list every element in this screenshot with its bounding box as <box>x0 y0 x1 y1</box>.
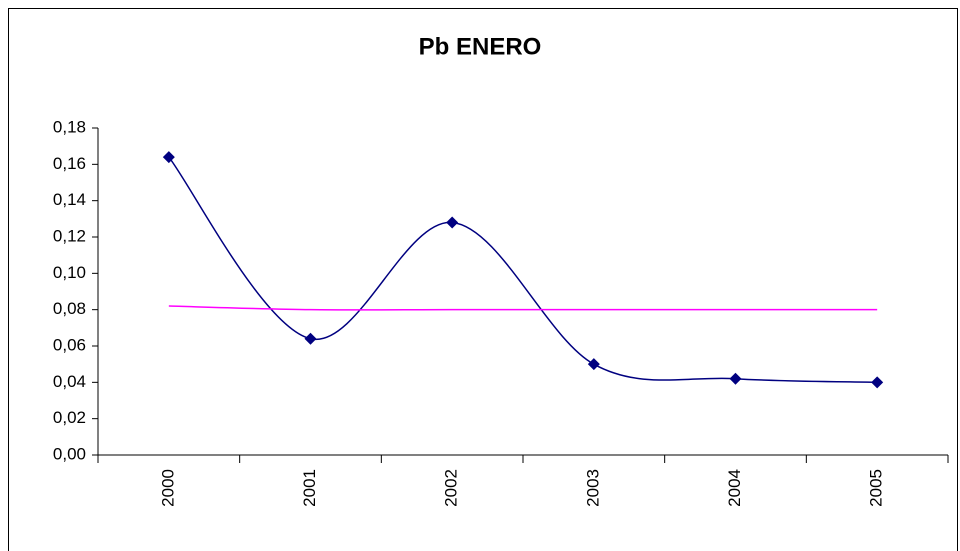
chart-border <box>8 8 958 551</box>
marker <box>729 372 742 385</box>
y-tick-label: 0,06 <box>53 335 86 354</box>
marker <box>162 151 175 164</box>
series-line <box>168 305 878 311</box>
y-tick-label: 0,08 <box>53 299 86 318</box>
chart-title: Pb ENERO <box>419 33 542 60</box>
y-tick-label: 0,02 <box>53 408 86 427</box>
marker <box>446 216 459 229</box>
marker <box>587 358 600 371</box>
x-tick-label: 2000 <box>158 469 177 507</box>
y-tick-label: 0,00 <box>53 444 86 463</box>
x-tick-label: 2004 <box>725 469 744 507</box>
y-tick-label: 0,18 <box>53 117 86 136</box>
x-tick-label: 2002 <box>442 469 461 507</box>
y-tick-label: 0,12 <box>53 226 86 245</box>
y-tick-label: 0,04 <box>53 372 86 391</box>
series-line <box>168 156 878 384</box>
x-tick-label: 2005 <box>867 469 886 507</box>
marker <box>304 332 317 345</box>
marker <box>871 376 884 389</box>
y-tick-label: 0,14 <box>53 190 86 209</box>
x-tick-label: 2003 <box>583 469 602 507</box>
y-tick-label: 0,16 <box>53 154 86 173</box>
y-tick-label: 0,10 <box>53 263 86 282</box>
x-tick-label: 2001 <box>300 469 319 507</box>
